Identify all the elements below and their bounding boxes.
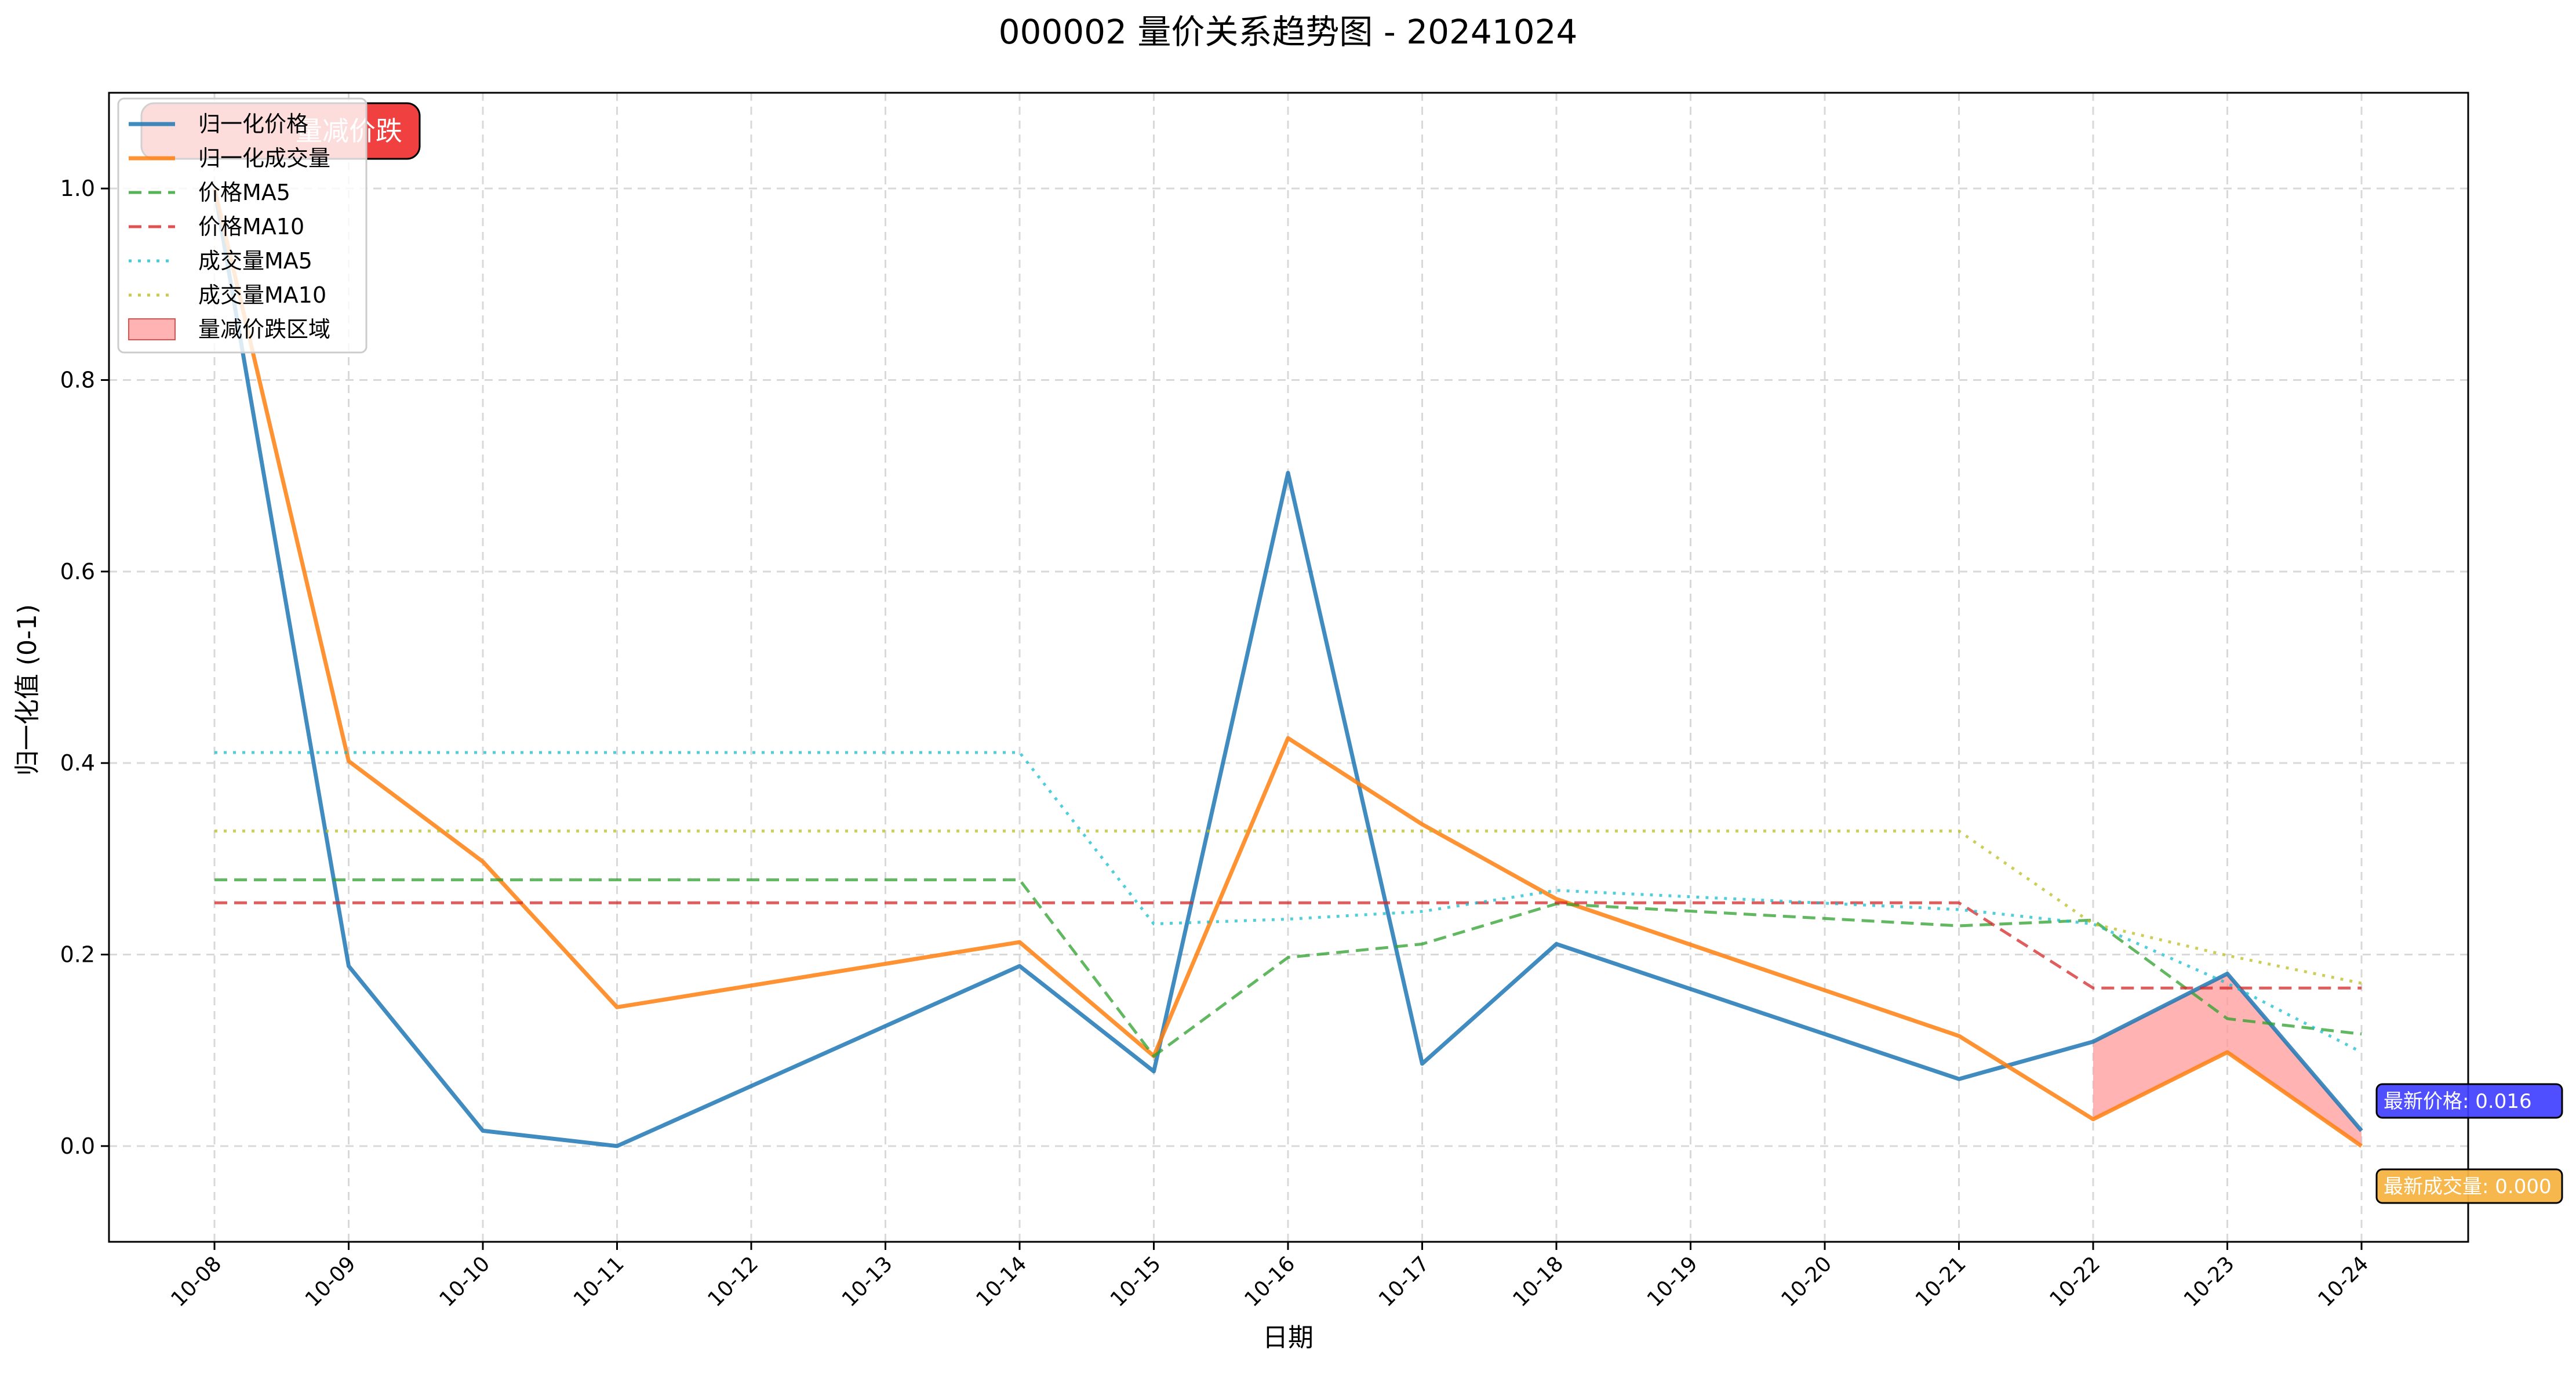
y-tick-label: 0.8 — [60, 368, 95, 393]
x-tick-label: 10-14 — [972, 1252, 1031, 1311]
annotation-text-volume: 最新成交量: 0.000 — [2384, 1175, 2552, 1198]
chart-title: 000002 量价关系趋势图 - 20241024 — [999, 12, 1578, 52]
fill-region-area — [2093, 973, 2362, 1146]
x-tick-label: 10-09 — [301, 1252, 361, 1311]
annotation-box-volume — [2375, 1168, 2563, 1204]
legend-label-fill: 量减价跌区域 — [198, 317, 330, 342]
legend-label-2: 归一化成交量 — [198, 146, 330, 171]
x-tick-label: 10-20 — [1777, 1252, 1836, 1311]
series-layer — [212, 188, 2363, 1148]
x-tick-label: 10-08 — [166, 1252, 226, 1311]
annotation-box-price — [2375, 1083, 2563, 1119]
legend-swatch-fill — [128, 318, 176, 340]
x-tick-label: 10-23 — [2180, 1252, 2239, 1311]
y-tick-label: 1.0 — [60, 176, 95, 201]
x-tick-label: 10-21 — [1911, 1252, 1971, 1311]
x-tick-label: 10-10 — [435, 1252, 494, 1311]
annotation-text-price: 最新价格: 0.016 — [2384, 1090, 2532, 1113]
series-line-2 — [212, 188, 2363, 1148]
y-tick-label: 0.4 — [60, 750, 95, 776]
x-tick-label: 10-18 — [1508, 1252, 1568, 1311]
legend-label-6: 成交量MA10 — [198, 282, 326, 308]
legend-label-1: 归一化价格 — [198, 111, 308, 137]
y-tick-label: 0.0 — [60, 1133, 95, 1159]
series-line-4 — [214, 901, 2362, 990]
series-line-1 — [212, 188, 2363, 1148]
legend-label-3: 价格MA5 — [198, 180, 290, 205]
x-tick-label: 10-17 — [1374, 1252, 1434, 1311]
axes: 10-08 10-09 10-10 10-11 10-12 10-13 10-14 10-15… — [60, 92, 2469, 1311]
x-tick-label: 10-12 — [703, 1252, 763, 1311]
legend-label-5: 成交量MA5 — [198, 248, 312, 274]
fill-region-layer — [2093, 973, 2362, 1146]
x-tick-label: 10-13 — [838, 1252, 897, 1311]
x-tick-label: 10-22 — [2045, 1252, 2105, 1311]
legend-label-4: 价格MA10 — [198, 214, 304, 239]
legend-box — [117, 97, 368, 354]
y-axis-label: 归一化值 (0-1) — [13, 604, 42, 776]
x-tick-label: 10-15 — [1106, 1252, 1166, 1311]
x-tick-label: 10-11 — [569, 1252, 629, 1311]
x-axis-label: 日期 — [1262, 1323, 1314, 1353]
y-tick-label: 0.6 — [60, 559, 95, 584]
x-tick-label: 10-16 — [1240, 1252, 1300, 1311]
series-line-3 — [214, 878, 2362, 1058]
x-tick-label: 10-19 — [1643, 1252, 1702, 1311]
x-tick-label: 10-24 — [2313, 1252, 2373, 1311]
y-tick-label: 0.2 — [60, 942, 95, 968]
grid — [109, 93, 2468, 1242]
